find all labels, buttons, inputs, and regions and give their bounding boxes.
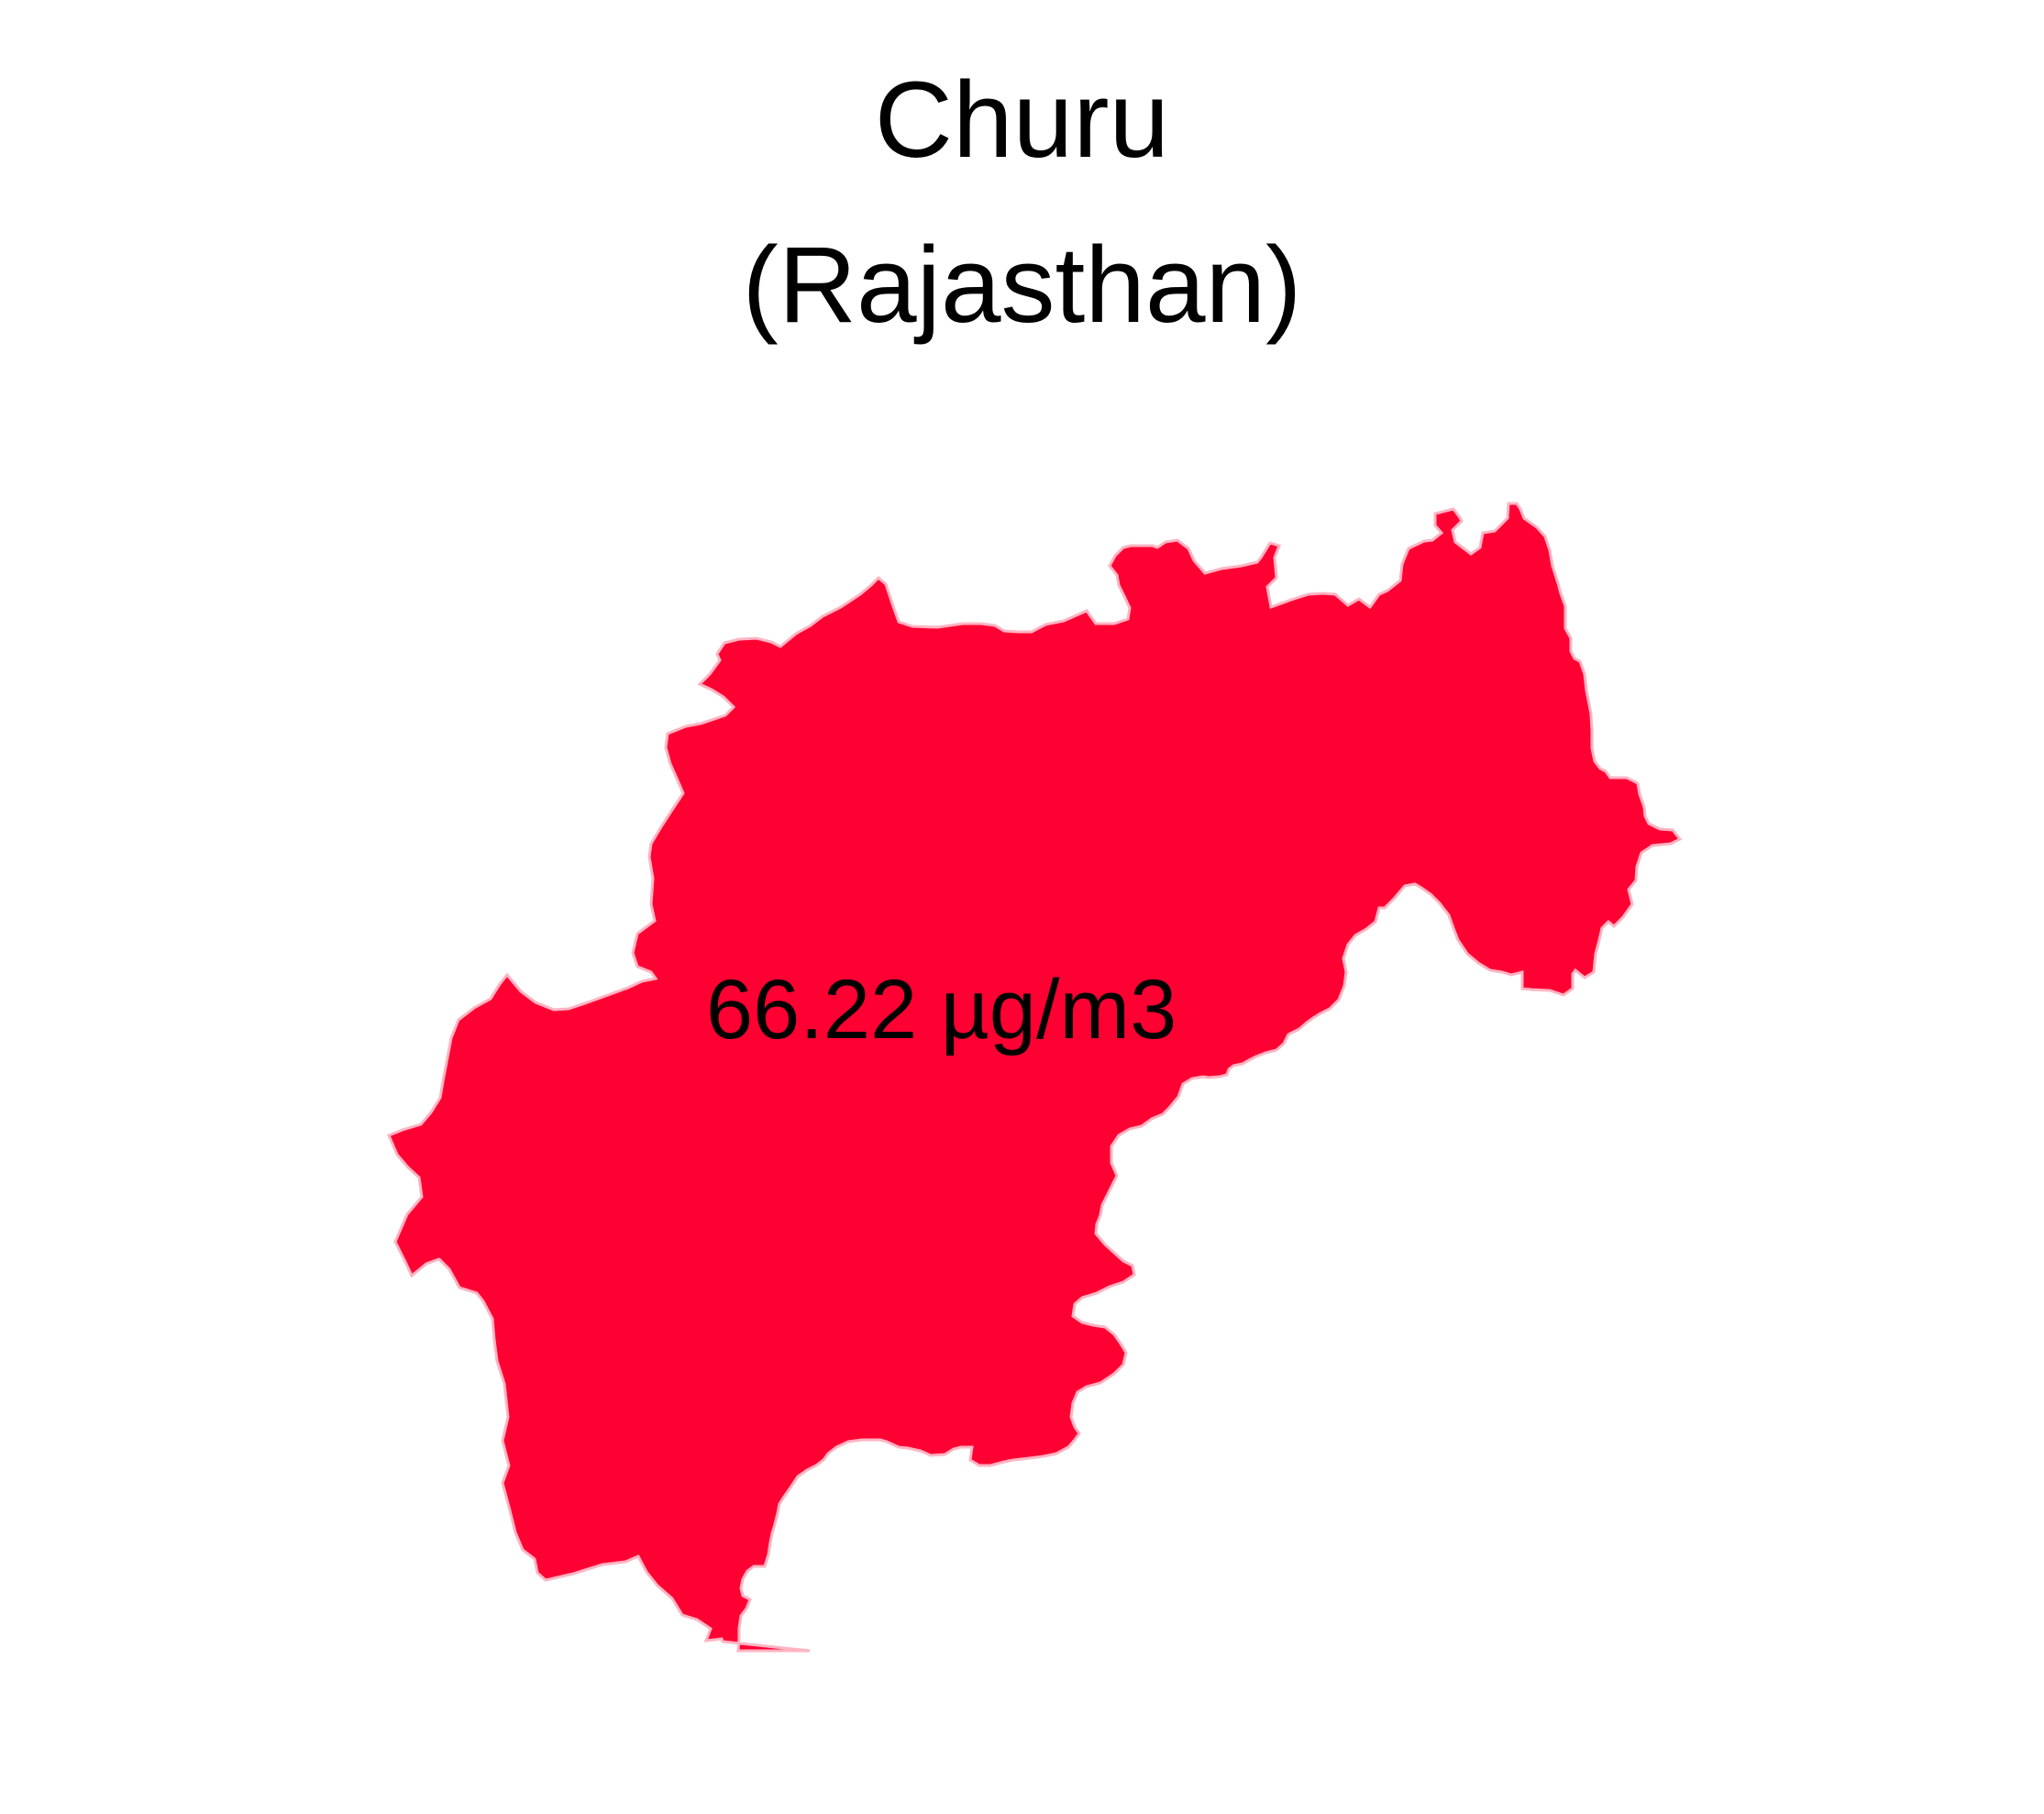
map-title-district: Churu bbox=[874, 60, 1170, 181]
region-value-label: 66.22 µg/m3 bbox=[706, 963, 1177, 1056]
map-title-state: (Rajasthan) bbox=[742, 225, 1302, 346]
churu-district-region bbox=[387, 502, 1683, 1653]
